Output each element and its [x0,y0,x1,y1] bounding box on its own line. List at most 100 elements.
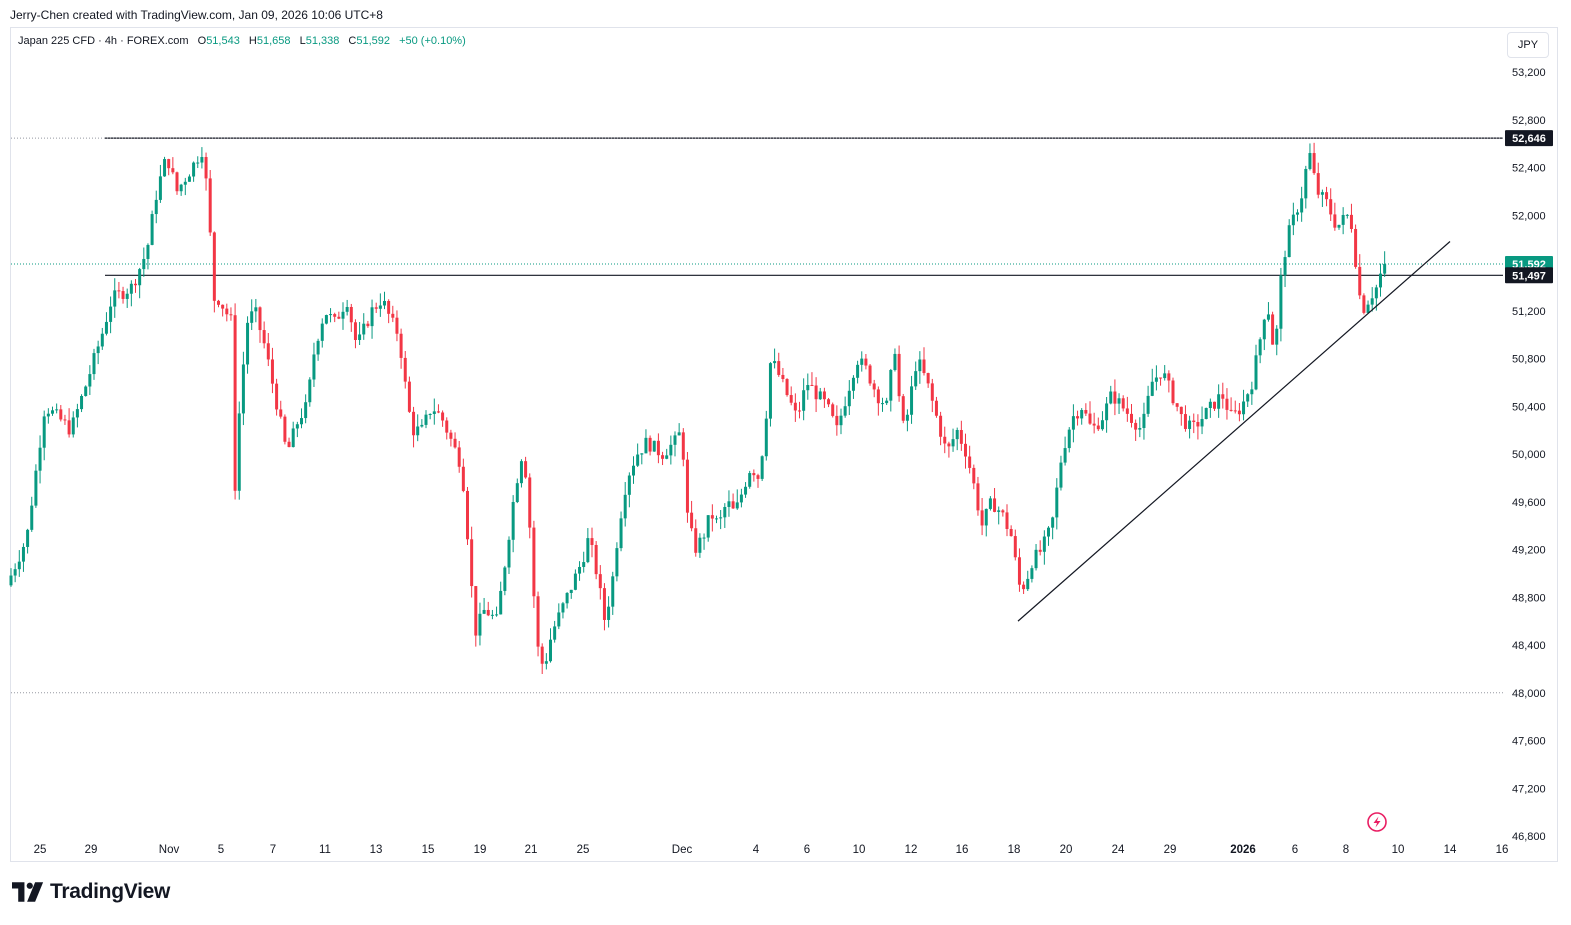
candle [1159,377,1163,386]
candle [129,280,133,307]
candle [690,500,694,532]
candle [358,322,362,346]
candle [968,445,972,474]
candle [715,515,718,524]
candle [984,508,988,537]
candle [287,437,291,448]
candle [104,312,108,336]
candle [561,601,565,619]
candle [544,653,548,670]
candle [1030,565,1034,583]
candle [1096,417,1100,431]
candle [63,414,67,425]
candle [860,351,864,372]
candle [345,299,349,316]
candle [1146,385,1150,417]
candle [241,351,245,426]
candle [1262,318,1266,351]
candle [26,528,30,554]
candle [407,376,411,413]
candle [1076,410,1080,426]
tradingview-logo-icon [12,882,44,902]
candle [495,606,499,617]
price-tick-label: 46,800 [1512,831,1546,843]
candle [490,609,494,620]
candle [295,421,299,438]
chart-frame[interactable] [10,27,1558,862]
ascending-trendline[interactable] [1017,241,1451,622]
price-tick-label: 49,200 [1512,545,1546,557]
candle [362,313,366,340]
candle [1233,400,1237,414]
candle [1213,401,1216,411]
candle [1291,202,1295,236]
candle [752,469,756,482]
time-tick-label: 25 [34,844,47,856]
candle [1333,202,1337,231]
candle [607,596,611,628]
price-axis-marker: 52,646 [1505,130,1553,147]
candle [383,291,386,310]
time-tick-label: 2026 [1230,844,1256,856]
candle [1200,406,1204,435]
candle [827,397,831,408]
candle [1001,509,1005,517]
candle [665,448,669,460]
candle [1080,408,1084,425]
candle [275,378,279,416]
candle [806,373,810,400]
candle [217,299,220,308]
candle [1192,413,1196,434]
candle [710,504,714,532]
symbol-name[interactable]: Japan 225 CFD · 4h · FOREX.com [18,35,189,47]
candle [187,174,191,182]
currency-button[interactable]: JPY [1507,32,1549,58]
flash-icon[interactable] [1367,812,1387,832]
chart-attribution: Jerry-Chen created with TradingView.com,… [10,8,383,22]
candles [9,142,1387,675]
candle [486,601,490,617]
candle [1022,581,1026,594]
candle [764,410,768,461]
tradingview-logo[interactable]: TradingView [12,880,170,904]
candle [46,408,50,424]
candle [55,403,59,414]
candle [698,533,702,558]
time-tick-label: Dec [672,844,693,856]
candle [59,405,63,422]
candle [1242,389,1246,421]
candle [549,628,552,663]
candle [1279,267,1283,342]
candle [702,533,706,550]
candle [466,486,469,545]
candle [565,592,569,609]
price-tick-label: 47,200 [1512,783,1546,795]
candle [316,338,320,361]
candle [453,432,457,449]
candle [175,171,179,195]
time-tick-label: 18 [1008,844,1021,856]
candle [279,400,283,419]
candle [706,515,710,542]
candle [739,488,743,508]
candle [582,551,586,573]
candle [748,470,752,489]
candle [1167,370,1171,393]
candle [38,435,42,484]
candle [1237,403,1241,422]
candle [1275,325,1279,356]
candle [304,394,308,424]
candle [1138,417,1142,438]
candle [893,348,897,372]
candle [9,568,13,587]
candle [150,210,154,246]
candle [424,410,428,429]
candle [416,414,420,442]
candle [951,428,955,452]
price-tick-label: 50,000 [1512,449,1546,461]
price-tick-label: 51,200 [1512,306,1546,318]
candle [1084,403,1088,417]
candle [918,351,922,384]
candle [341,302,345,330]
